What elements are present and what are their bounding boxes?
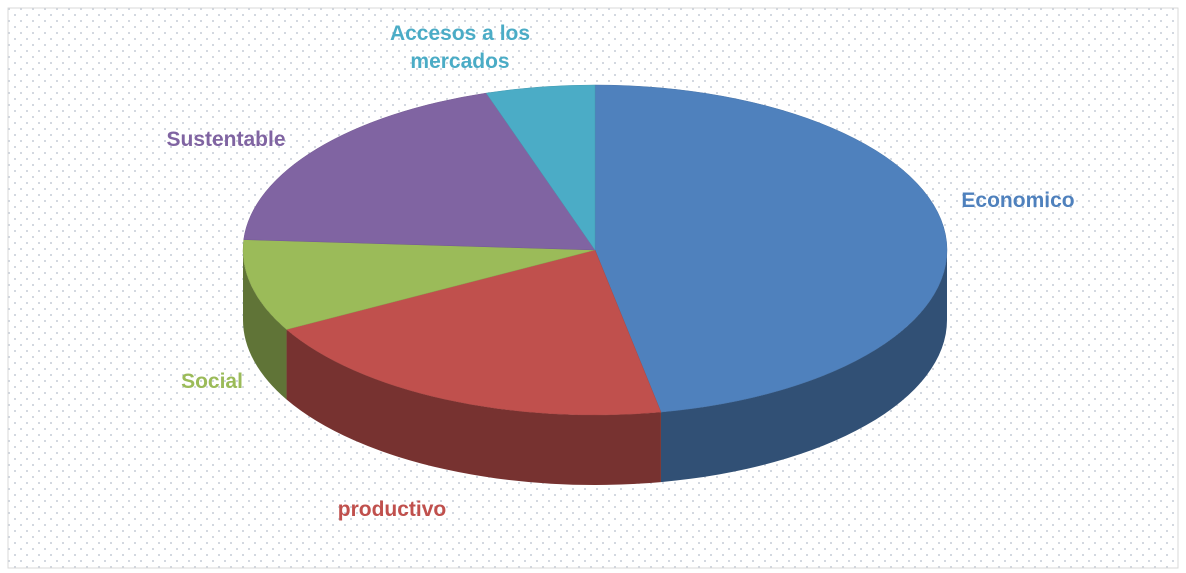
- pie-side: [243, 250, 287, 400]
- slice-label: Economico: [961, 189, 1075, 212]
- pie-slice: [594, 84, 948, 413]
- slice-label: productivo: [337, 498, 447, 521]
- pie-slice: [485, 84, 596, 251]
- pie-slice: [243, 92, 596, 251]
- pie-sides: [243, 250, 948, 485]
- pie-slice: [242, 239, 596, 330]
- pie-side: [286, 329, 661, 485]
- slice-label: Accesos a los mercados: [389, 22, 531, 73]
- pie-side: [660, 250, 948, 483]
- slice-label: Social: [181, 370, 243, 393]
- slice-label: Sustentable: [166, 128, 286, 151]
- pie-tops: [242, 84, 948, 416]
- pie-slice: [286, 249, 662, 416]
